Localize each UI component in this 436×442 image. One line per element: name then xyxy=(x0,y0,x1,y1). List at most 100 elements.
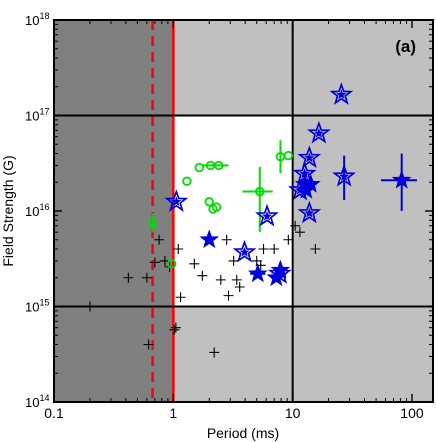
plus-marker xyxy=(175,292,186,303)
outer-star-marker xyxy=(329,82,354,105)
inner-star-marker xyxy=(304,207,315,218)
inner-star-marker xyxy=(294,184,306,195)
filled-star-marker xyxy=(247,263,268,283)
inner-star-marker xyxy=(274,268,285,279)
plus-marker xyxy=(209,347,220,358)
outer-star-marker xyxy=(267,261,292,284)
plus-marker xyxy=(84,301,95,312)
plus-marker xyxy=(269,244,280,255)
data-point-star-open-2 xyxy=(255,203,279,227)
data-point-star-open-4 xyxy=(288,177,312,201)
plus-marker xyxy=(169,324,180,335)
plus-marker xyxy=(197,270,208,281)
y-tick-label: 1018 xyxy=(25,11,49,28)
data-point-circle-error-11 xyxy=(283,150,294,161)
y-tick-label: 1017 xyxy=(25,107,49,124)
outer-star-marker xyxy=(307,120,331,144)
plus-marker xyxy=(170,322,181,333)
data-point-plus-12 xyxy=(189,258,200,269)
data-point-plus-1 xyxy=(123,272,134,283)
plus-marker xyxy=(173,244,184,255)
data-point-plus-3 xyxy=(143,339,154,350)
data-point-plus-0 xyxy=(84,301,95,312)
data-point-plus-26 xyxy=(290,220,301,231)
x-tick-label: 10 xyxy=(285,405,301,421)
data-point-circle-error-3 xyxy=(194,162,204,173)
data-point-plus-4 xyxy=(149,257,160,268)
data-point-star-open-0 xyxy=(164,189,189,212)
data-point-star-open-10 xyxy=(332,155,357,201)
data-point-star-filled-7 xyxy=(381,153,417,211)
outer-star-marker xyxy=(297,145,322,168)
data-point-star-open-3 xyxy=(267,261,292,284)
shaded-region-0 xyxy=(54,20,174,402)
data-point-circle-error-9 xyxy=(242,166,273,233)
x-tick-label: 0.1 xyxy=(44,405,64,421)
data-point-star-open-8 xyxy=(307,120,331,144)
y-tick-label: 1014 xyxy=(25,393,49,410)
circle-marker xyxy=(283,150,294,161)
y-tick-label: 1015 xyxy=(25,298,49,315)
data-point-circle-error-1 xyxy=(167,259,177,269)
data-point-plus-25 xyxy=(283,234,294,245)
plus-marker xyxy=(215,274,226,285)
shaded-regions xyxy=(54,20,433,402)
x-axis-label: Period (ms) xyxy=(207,425,279,441)
data-point-plus-27 xyxy=(294,227,305,238)
reference-lines xyxy=(54,20,433,402)
circle-marker xyxy=(255,186,265,197)
panel-label: (a) xyxy=(395,37,416,56)
plus-marker xyxy=(221,234,232,245)
data-point-plus-11 xyxy=(175,292,186,303)
data-point-plus-24 xyxy=(269,244,280,255)
outer-star-marker xyxy=(332,163,357,187)
inner-star-marker xyxy=(304,152,315,163)
inner-star-marker xyxy=(336,89,347,100)
plus-marker xyxy=(223,290,234,301)
data-point-star-open-5 xyxy=(292,161,317,184)
data-point-plus-10 xyxy=(173,244,184,255)
outer-star-marker xyxy=(292,161,317,184)
plus-marker xyxy=(143,339,154,350)
x-tick-label: 100 xyxy=(400,405,424,421)
plus-marker xyxy=(251,255,262,266)
filled-star-marker xyxy=(300,173,321,193)
data-point-star-open-9 xyxy=(329,82,354,105)
inner-star-marker xyxy=(171,196,182,207)
data-point-star-filled-0 xyxy=(199,229,220,249)
plus-marker xyxy=(290,220,301,231)
data-point-star-filled-1 xyxy=(247,263,268,283)
data-point-circle-error-2 xyxy=(182,176,192,186)
data-point-star-filled-6 xyxy=(300,173,321,193)
data-point-plus-8 xyxy=(169,324,180,335)
data-point-plus-5 xyxy=(154,234,165,245)
data-point-star-open-1 xyxy=(232,239,257,263)
data-points xyxy=(84,82,417,358)
plus-marker xyxy=(234,282,245,293)
data-point-plus-20 xyxy=(234,282,245,293)
inner-star-marker xyxy=(313,127,325,138)
outer-star-marker xyxy=(164,189,189,212)
circle-marker xyxy=(167,259,177,269)
outer-star-marker xyxy=(255,203,279,227)
x-tick-label: 1 xyxy=(169,405,177,421)
data-point-plus-14 xyxy=(209,347,220,358)
circle-marker xyxy=(213,160,224,171)
plus-marker xyxy=(189,258,200,269)
plus-marker xyxy=(123,272,134,283)
data-point-plus-15 xyxy=(215,274,226,285)
circle-marker xyxy=(211,202,222,212)
y-tick-label: 1016 xyxy=(25,202,49,219)
data-point-plus-9 xyxy=(170,322,181,333)
plus-marker xyxy=(154,234,165,245)
outer-star-marker xyxy=(297,200,322,224)
data-point-circle-error-6 xyxy=(204,197,214,207)
inner-star-marker xyxy=(239,246,250,257)
data-point-star-open-6 xyxy=(297,200,322,224)
plus-marker xyxy=(294,227,305,238)
data-point-plus-2 xyxy=(141,272,152,283)
plus-marker xyxy=(141,272,152,283)
data-point-circle-error-0 xyxy=(147,213,158,233)
data-point-plus-23 xyxy=(258,244,269,255)
